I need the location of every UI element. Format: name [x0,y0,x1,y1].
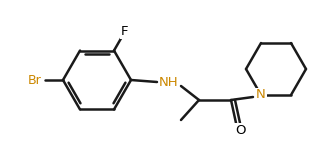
Text: NH: NH [159,75,179,89]
Text: N: N [256,89,266,102]
Text: N: N [256,89,266,102]
Text: F: F [120,25,128,38]
Text: Br: Br [28,73,42,86]
Text: O: O [235,124,245,137]
